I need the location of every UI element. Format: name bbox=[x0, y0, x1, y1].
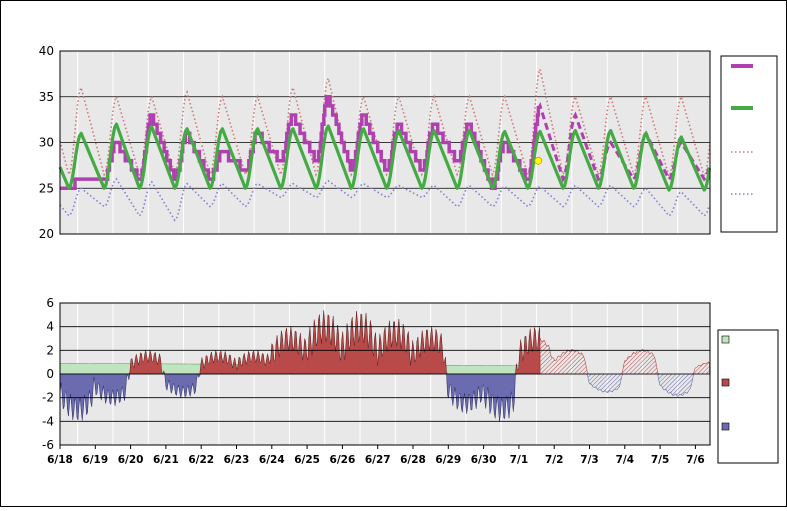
x-tick-label: 6/30 bbox=[471, 454, 497, 466]
x-tick-label: 7/6 bbox=[686, 454, 704, 466]
x-tick-label: 7/3 bbox=[580, 454, 598, 466]
x-tick-label: 6/29 bbox=[435, 454, 461, 466]
top-plot-border bbox=[59, 50, 711, 235]
top-y-tick-label: 40 bbox=[39, 44, 54, 58]
x-tick-label: 6/22 bbox=[188, 454, 214, 466]
top-y-tick-label: 25 bbox=[39, 181, 54, 195]
bottom-y-tick-label: 6 bbox=[46, 296, 54, 310]
legend-normal-spread-swatch bbox=[721, 335, 730, 344]
x-tick-label: 6/28 bbox=[400, 454, 426, 466]
top-y-tick-label: 35 bbox=[39, 90, 54, 104]
bottom-y-tick-label: -2 bbox=[42, 391, 54, 405]
x-tick-label: 6/21 bbox=[153, 454, 179, 466]
top-y-tick-label: 30 bbox=[39, 136, 54, 150]
bottom-y-tick-label: 4 bbox=[46, 320, 54, 334]
top-legend-box bbox=[720, 55, 778, 233]
bottom-y-tick-label: 0 bbox=[46, 367, 54, 381]
x-tick-label: 7/4 bbox=[616, 454, 634, 466]
x-tick-label: 6/18 bbox=[47, 454, 73, 466]
x-tick-label: 7/5 bbox=[651, 454, 669, 466]
bottom-y-tick-label: -6 bbox=[42, 438, 54, 452]
x-tick-label: 6/19 bbox=[82, 454, 108, 466]
current-observation-marker bbox=[534, 156, 543, 165]
bottom-plot-border bbox=[59, 302, 711, 446]
x-tick-label: 6/20 bbox=[118, 454, 144, 466]
record-low-line bbox=[59, 177, 711, 222]
bottom-y-tick-label: -4 bbox=[42, 414, 54, 428]
x-tick-label: 6/25 bbox=[294, 454, 320, 466]
bottom-y-tick-label: 2 bbox=[46, 343, 54, 357]
legend-below-normal-swatch bbox=[721, 422, 730, 431]
bottom-legend-box bbox=[717, 329, 779, 464]
legend-above-normal-swatch bbox=[721, 378, 730, 387]
x-tick-label: 6/26 bbox=[330, 454, 356, 466]
x-tick-label: 6/23 bbox=[224, 454, 250, 466]
x-tick-label: 6/24 bbox=[259, 454, 285, 466]
normal-temperature-line bbox=[58, 122, 712, 192]
x-tick-label: 6/27 bbox=[365, 454, 391, 466]
x-tick-label: 7/1 bbox=[510, 454, 528, 466]
top-y-tick-label: 20 bbox=[39, 227, 54, 241]
x-tick-label: 7/2 bbox=[545, 454, 563, 466]
